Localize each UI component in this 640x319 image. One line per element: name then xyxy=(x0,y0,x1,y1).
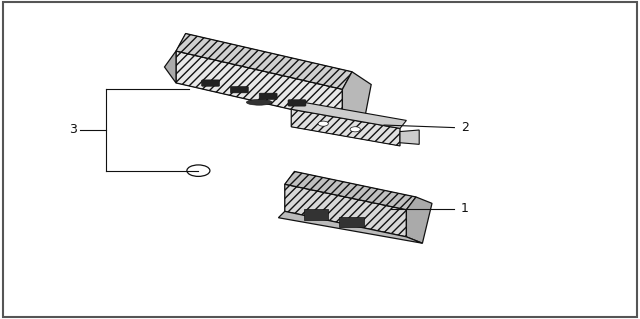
Ellipse shape xyxy=(246,100,272,105)
Polygon shape xyxy=(285,184,406,237)
Polygon shape xyxy=(176,33,352,89)
Polygon shape xyxy=(342,72,371,134)
FancyBboxPatch shape xyxy=(202,80,220,86)
Polygon shape xyxy=(400,130,419,144)
FancyBboxPatch shape xyxy=(230,86,248,93)
Circle shape xyxy=(187,165,210,176)
Text: 1: 1 xyxy=(461,203,468,215)
Text: 2: 2 xyxy=(461,121,468,134)
Polygon shape xyxy=(285,172,416,210)
Polygon shape xyxy=(176,51,342,121)
Circle shape xyxy=(350,127,360,132)
FancyBboxPatch shape xyxy=(304,210,328,220)
Text: 3: 3 xyxy=(69,123,77,137)
FancyBboxPatch shape xyxy=(288,100,306,106)
Polygon shape xyxy=(164,51,176,83)
Polygon shape xyxy=(406,197,432,243)
FancyBboxPatch shape xyxy=(339,217,364,227)
Polygon shape xyxy=(291,109,400,146)
FancyBboxPatch shape xyxy=(259,93,277,100)
Circle shape xyxy=(318,121,328,126)
Polygon shape xyxy=(291,101,406,129)
Polygon shape xyxy=(278,211,422,243)
